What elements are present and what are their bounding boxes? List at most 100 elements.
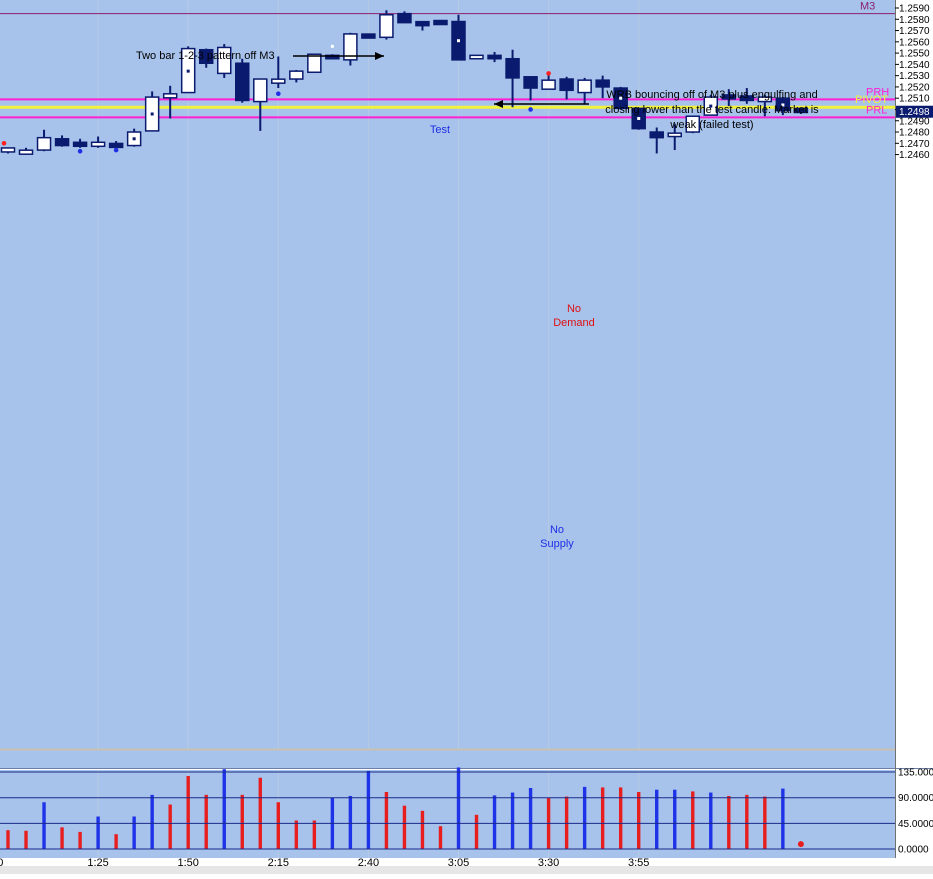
price-axis: 1.24601.24701.24801.24901.25001.25101.25… [895, 4, 933, 161]
candles [0, 10, 809, 155]
annotation-text: weak (failed test) [669, 119, 753, 131]
signal-dot [528, 107, 533, 112]
price-tick-label: 1.2580 [899, 15, 930, 26]
annotation-arrow-head [375, 52, 384, 60]
volume-bar [96, 816, 100, 849]
candle-body [216, 46, 232, 75]
level-label-pivot: PIVOT [855, 94, 888, 106]
candle-body [793, 107, 809, 114]
candle-body [54, 138, 70, 147]
price-tick-label: 1.2590 [899, 4, 930, 15]
candle-body [289, 70, 304, 80]
level-label-prh: PRH [866, 86, 889, 98]
candle-body [721, 94, 737, 100]
volume-bar [492, 795, 497, 849]
candle-body [307, 53, 322, 74]
volume-marker-dot [797, 841, 804, 848]
volume-bar [384, 792, 389, 849]
price-tick-label: 1.2470 [899, 139, 930, 150]
volume-bar [655, 789, 659, 849]
signal-dot [1, 141, 7, 146]
candle-body [757, 96, 773, 103]
volume-bar [42, 802, 46, 849]
candle-body [72, 141, 88, 148]
volume-bar [60, 827, 64, 849]
price-axis-background [895, 0, 933, 768]
volume-axis: 0.0000 45.0000 90.0000 135.0000 [0, 768, 933, 856]
candle-body [559, 78, 574, 92]
volume-bar [276, 802, 280, 849]
price-tick-label: 1.2560 [899, 37, 930, 48]
candle-body [397, 12, 412, 24]
candle-body [253, 78, 268, 103]
typical-price-dot [186, 69, 190, 73]
candle-body [433, 19, 448, 26]
volume-bar [24, 830, 28, 849]
volume-axis-background [895, 770, 933, 858]
indicator-dots [1, 39, 785, 154]
volume-bar [222, 769, 226, 849]
annotation-text: No [567, 303, 581, 315]
signal-dot [546, 71, 551, 76]
volume-bar [348, 795, 353, 849]
candle-body [685, 115, 701, 133]
annotation-text: WRB bouncing off of M3 plus engulfing an… [606, 89, 817, 101]
candle-body [90, 141, 106, 148]
volume-tick-label: 90.0000 [898, 793, 933, 804]
candle-body [271, 78, 286, 84]
annotation-arrow-head [494, 100, 503, 108]
volume-bar [204, 794, 208, 849]
price-tick-label: 1.2530 [899, 71, 930, 82]
volume-bar [402, 805, 407, 849]
volume-bar [78, 831, 82, 849]
volume-bar [600, 787, 605, 849]
typical-price-dot [709, 104, 713, 108]
volume-bar [510, 792, 515, 849]
candle-body [343, 33, 358, 61]
volume-bar [240, 794, 244, 849]
volume-bar [727, 795, 731, 849]
volume-bar [745, 794, 749, 849]
signal-dot [77, 148, 83, 154]
candle-body [235, 62, 250, 102]
volume-bar [132, 816, 136, 849]
signal-dot [276, 91, 281, 96]
price-tick-label: 1.2480 [899, 128, 930, 139]
volume-bar [312, 820, 317, 849]
annotation-text: Test [430, 124, 450, 136]
last-price-label: 1.2498 [899, 107, 930, 118]
volume-bar [420, 810, 425, 849]
scrollbar-strip[interactable] [0, 866, 933, 874]
candle-body [667, 132, 682, 138]
candle-body [415, 20, 430, 27]
price-tick-label: 1.2460 [899, 150, 930, 161]
typical-price-dot [781, 103, 785, 107]
price-tick-label: 1.2550 [899, 49, 930, 60]
annotation-text: Supply [540, 538, 574, 550]
candle-body [739, 95, 755, 102]
volume-bar [150, 794, 154, 849]
typical-price-dot [330, 44, 334, 48]
candle-body [487, 54, 502, 60]
volume-bar [763, 796, 767, 849]
volume-bar [294, 820, 299, 849]
typical-price-dot [619, 96, 623, 100]
annotation-text: Demand [553, 317, 595, 329]
typical-price-dot [637, 116, 641, 120]
volume-bar [438, 826, 443, 849]
candle-body [108, 142, 124, 149]
volume-bar [781, 788, 785, 849]
last-price-marker [896, 105, 933, 118]
candle-body [523, 76, 538, 89]
price-tick-label: 1.2490 [899, 116, 930, 127]
volume-bar [673, 789, 677, 849]
candle-body [18, 149, 34, 155]
volume-bar [582, 786, 587, 849]
volume-bar [456, 767, 461, 849]
time-tick-label: 1:00 [0, 857, 3, 869]
volume-bar [618, 787, 623, 849]
volume-bar [709, 792, 713, 849]
volume-bar [186, 776, 190, 849]
volume-bar [691, 791, 695, 849]
